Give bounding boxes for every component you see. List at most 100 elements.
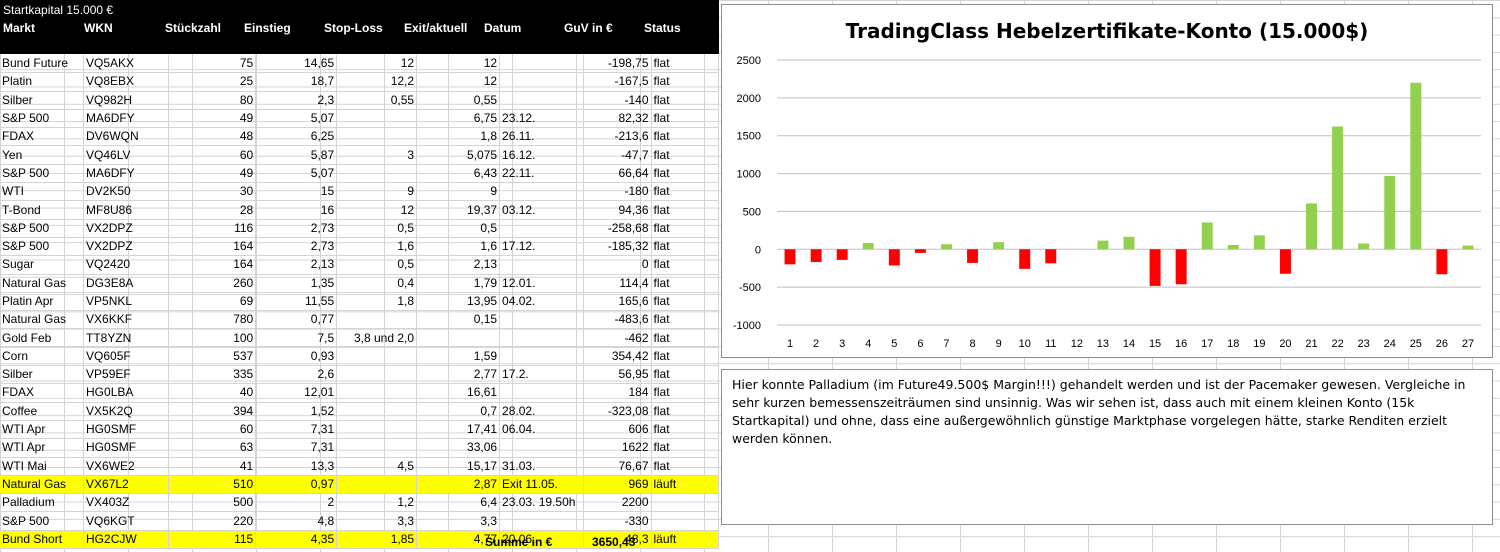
table-cell[interactable]: 17.12. (499, 237, 585, 257)
table-cell[interactable]: 16 (255, 200, 338, 220)
column-header-guv[interactable]: GuV in € (564, 21, 613, 35)
table-cell[interactable]: 1,79 (416, 274, 501, 293)
table-cell[interactable] (499, 310, 585, 330)
table-cell[interactable]: flat (651, 438, 720, 458)
table-cell[interactable]: Yen (0, 145, 85, 165)
table-cell[interactable]: Natural Gas (0, 310, 85, 330)
table-cell[interactable]: 48,3 (583, 530, 652, 550)
bar[interactable] (1384, 175, 1396, 250)
table-cell[interactable]: läuft (651, 530, 720, 550)
table-cell[interactable]: 0,4 (336, 274, 418, 293)
column-header-wkn[interactable]: WKN (84, 21, 113, 35)
table-cell[interactable]: 260 (168, 274, 257, 293)
table-cell[interactable]: 80 (168, 91, 257, 110)
bar[interactable] (1332, 126, 1344, 250)
table-cell[interactable] (499, 72, 585, 92)
table-cell[interactable]: flat (651, 72, 720, 92)
sum-label[interactable]: Summe in € (485, 535, 553, 549)
table-cell[interactable]: 2,73 (255, 219, 338, 238)
table-cell[interactable]: 28.02. (499, 402, 585, 421)
table-cell[interactable]: flat (651, 457, 720, 476)
bar[interactable] (1045, 249, 1057, 264)
table-cell[interactable]: DV2K50 (83, 182, 170, 202)
table-cell[interactable]: 969 (583, 475, 652, 495)
table-cell[interactable]: flat (651, 310, 720, 330)
table-cell[interactable] (336, 109, 418, 129)
bar[interactable] (784, 249, 796, 265)
table-cell[interactable]: 49 (168, 109, 257, 129)
table-cell[interactable] (336, 402, 418, 421)
table-cell[interactable]: 335 (168, 365, 257, 385)
table-cell[interactable]: Silber (0, 365, 85, 385)
column-header-einstieg[interactable]: Einstieg (244, 21, 291, 35)
table-cell[interactable]: 1,59 (416, 347, 501, 367)
column-header-markt[interactable]: Markt (3, 21, 36, 35)
table-cell[interactable]: 1622 (583, 438, 652, 458)
table-cell[interactable]: 114,4 (583, 274, 652, 293)
table-cell[interactable]: flat (651, 200, 720, 220)
table-cell[interactable]: T-Bond (0, 200, 85, 220)
table-cell[interactable] (336, 420, 418, 440)
table-cell[interactable]: VQ6KGT (83, 511, 170, 531)
table-cell[interactable]: flat (651, 109, 720, 129)
table-cell[interactable]: FDAX (0, 127, 85, 147)
table-cell[interactable]: 1,8 (416, 127, 501, 147)
table-cell[interactable]: 4,5 (336, 457, 418, 476)
table-cell[interactable]: 15,17 (416, 457, 501, 476)
table-cell[interactable]: 20.06. (499, 530, 585, 550)
table-cell[interactable]: 0,97 (255, 475, 338, 495)
table-cell[interactable]: S&P 500 (0, 219, 85, 238)
table-cell[interactable]: 2,13 (416, 255, 501, 275)
table-cell[interactable]: 13,95 (416, 292, 501, 312)
table-cell[interactable]: 12,2 (336, 72, 418, 92)
table-cell[interactable]: TT8YZN (83, 328, 170, 348)
table-cell[interactable]: -330 (583, 511, 652, 531)
table-cell[interactable]: 354,42 (583, 347, 652, 367)
bar[interactable] (1175, 249, 1187, 285)
table-cell[interactable]: VX6KKF (83, 310, 170, 330)
table-cell[interactable]: 0,5 (336, 255, 418, 275)
table-cell[interactable]: Platin Apr (0, 292, 85, 312)
table-cell[interactable]: S&P 500 (0, 109, 85, 129)
table-cell[interactable]: 0,77 (255, 310, 338, 330)
table-cell[interactable]: 12 (416, 72, 501, 92)
table-cell[interactable]: 5,075 (416, 145, 501, 165)
bar[interactable] (1097, 240, 1109, 250)
table-cell[interactable]: 7,31 (255, 420, 338, 440)
table-cell[interactable]: 184 (583, 383, 652, 403)
table-cell[interactable] (499, 383, 585, 403)
table-cell[interactable]: -323,08 (583, 402, 652, 421)
table-cell[interactable]: flat (651, 127, 720, 147)
table-cell[interactable]: 75 (168, 55, 257, 74)
table-cell[interactable]: 0,5 (336, 219, 418, 238)
table-cell[interactable]: 11,55 (255, 292, 338, 312)
table-cell[interactable]: 17,41 (416, 420, 501, 440)
table-cell[interactable]: VQ46LV (83, 145, 170, 165)
comment-textbox[interactable]: Hier konnte Palladium (im Future49.500$ … (721, 369, 1493, 525)
table-cell[interactable]: 69 (168, 292, 257, 312)
table-cell[interactable] (499, 182, 585, 202)
table-cell[interactable]: HG0SMF (83, 420, 170, 440)
bar[interactable] (836, 249, 848, 260)
table-cell[interactable]: 6,4 (416, 493, 501, 513)
table-cell[interactable]: 03.12. (499, 200, 585, 220)
table-cell[interactable]: 3,8 und 2,0 (336, 328, 418, 348)
table-cell[interactable]: 82,32 (583, 109, 652, 129)
table-cell[interactable]: VP5NKL (83, 292, 170, 312)
table-cell[interactable]: 94,36 (583, 200, 652, 220)
table-cell[interactable]: 26.11. (499, 127, 585, 147)
table-cell[interactable]: 0,55 (416, 91, 501, 110)
bar[interactable] (1201, 222, 1213, 250)
table-cell[interactable]: -180 (583, 182, 652, 202)
table-cell[interactable]: 116 (168, 219, 257, 238)
table-cell[interactable]: 2200 (583, 493, 652, 513)
table-cell[interactable]: WTI Apr (0, 420, 85, 440)
table-cell[interactable]: S&P 500 (0, 511, 85, 531)
table-cell[interactable]: Natural Gas (0, 475, 85, 495)
table-cell[interactable]: 0 (583, 255, 652, 275)
table-cell[interactable]: 5,87 (255, 145, 338, 165)
table-cell[interactable]: VX5K2Q (83, 402, 170, 421)
table-cell[interactable]: 12.01. (499, 274, 585, 293)
table-cell[interactable]: flat (651, 328, 720, 348)
table-cell[interactable]: WTI (0, 182, 85, 202)
